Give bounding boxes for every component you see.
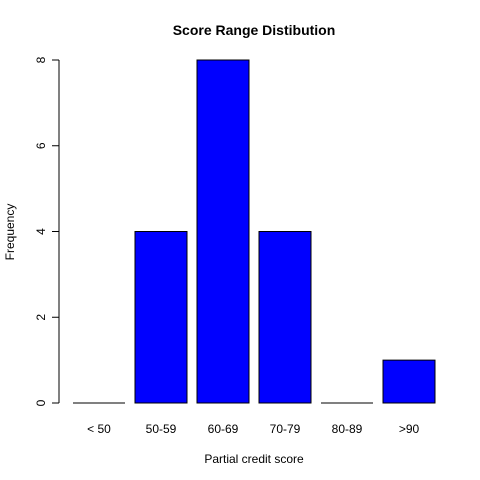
x-tick-label: 80-89 — [332, 422, 363, 436]
bars — [73, 59, 436, 404]
x-tick-label: 70-79 — [270, 422, 301, 436]
y-axis-label: Frequency — [3, 204, 17, 261]
x-tick-label: 50-59 — [146, 422, 177, 436]
x-tick-label: < 50 — [87, 422, 111, 436]
bar — [382, 359, 436, 404]
y-tick-label: 8 — [34, 56, 48, 63]
x-tick-label: >90 — [399, 422, 420, 436]
y-tick-label: 6 — [34, 142, 48, 149]
y-tick-label: 2 — [34, 314, 48, 321]
x-axis-label: Partial credit score — [204, 452, 304, 466]
y-tick-label: 0 — [34, 399, 48, 406]
y-axis: 0 2 4 6 8 — [34, 56, 60, 406]
y-tick-label: 4 — [34, 228, 48, 235]
bar — [258, 231, 312, 404]
bar — [196, 59, 250, 404]
chart-title: Score Range Distibution — [173, 22, 336, 38]
bar — [134, 231, 188, 404]
x-tick-label: 60-69 — [208, 422, 239, 436]
x-tick-labels: < 50 50-59 60-69 70-79 80-89 >90 — [87, 422, 419, 436]
